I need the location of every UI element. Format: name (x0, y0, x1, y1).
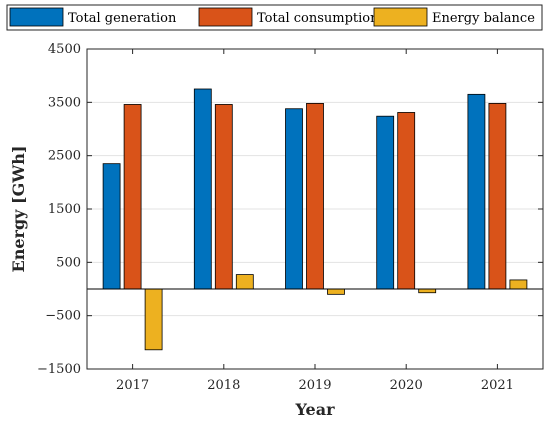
bar-total-consumption-2021 (488, 103, 507, 290)
bar-energy-balance-2020 (418, 288, 437, 294)
bars (102, 88, 528, 351)
legend-label: Total generation (68, 11, 177, 26)
bar-energy-balance-2018 (235, 274, 254, 290)
x-axis-title: Year (294, 400, 335, 419)
bar-total-generation-2019 (285, 108, 303, 290)
legend-swatch (9, 7, 64, 27)
y-tick-label: −1500 (37, 362, 81, 377)
y-tick-label: 500 (56, 255, 81, 270)
y-tick-label: 3500 (48, 95, 81, 110)
x-tick-label: 2019 (298, 378, 331, 393)
bar-energy-balance-2019 (327, 288, 345, 295)
legend-label: Energy balance (432, 11, 535, 26)
bar-total-consumption-2018 (214, 104, 233, 290)
bar-total-consumption-2017 (123, 104, 142, 290)
x-tick-label: 2018 (207, 378, 240, 393)
x-tick-label: 2021 (481, 378, 514, 393)
bar-total-generation-2021 (467, 93, 486, 290)
legend-swatch (373, 7, 428, 27)
bar-energy-balance-2021 (509, 279, 528, 290)
bar-total-generation-2017 (102, 163, 121, 290)
x-tick-label: 2017 (116, 378, 149, 393)
y-axis-ticks: 4500 3500 2500 1500 500 −500 −1500 (37, 42, 543, 377)
legend-label: Total consumption (257, 11, 379, 26)
bar-total-consumption-2019 (306, 103, 324, 290)
bar-energy-balance-2017 (144, 288, 163, 351)
legend-swatch (198, 7, 253, 27)
y-axis-title: Energy [GWh] (9, 146, 28, 273)
y-tick-label: −500 (45, 309, 81, 324)
y-tick-label: 1500 (48, 202, 81, 217)
legend-box (6, 4, 543, 31)
y-tick-label: 2500 (48, 149, 81, 164)
bar-total-consumption-2020 (397, 112, 416, 290)
y-tick-label: 4500 (48, 42, 81, 57)
x-tick-label: 2020 (390, 378, 423, 393)
bar-total-generation-2018 (193, 88, 212, 290)
bar-total-generation-2020 (376, 115, 395, 290)
x-axis-ticks: 2017 2018 2019 2020 2021 (116, 49, 514, 393)
legend: Total generation Total consumption Energy … (6, 4, 543, 31)
